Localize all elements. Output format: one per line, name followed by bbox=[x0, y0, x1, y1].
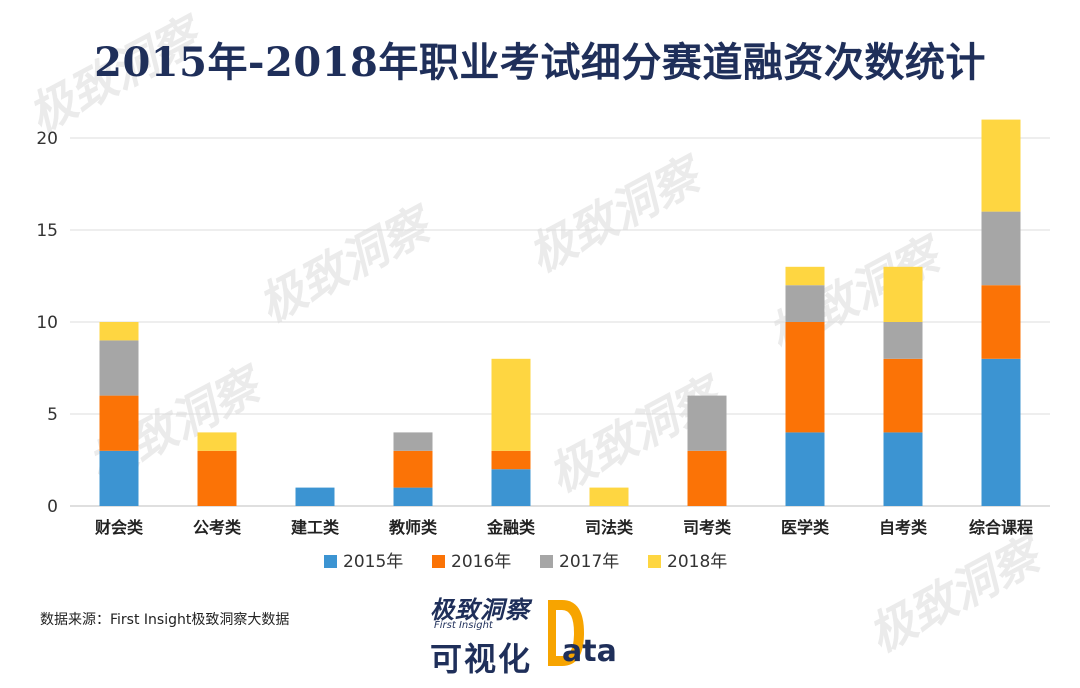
x-tick-label: 金融类 bbox=[486, 518, 536, 537]
bar-segment bbox=[785, 266, 825, 286]
bar-segment bbox=[981, 211, 1021, 286]
bar-segment bbox=[393, 487, 433, 506]
x-tick-label: 综合课程 bbox=[969, 518, 1033, 537]
legend-label: 2017年 bbox=[559, 552, 619, 572]
x-tick-label: 公考类 bbox=[193, 518, 242, 537]
legend-label: 2018年 bbox=[667, 552, 727, 572]
legend-swatch bbox=[540, 555, 553, 568]
bar-segment bbox=[785, 285, 825, 322]
legend-swatch bbox=[324, 555, 337, 568]
x-tick-label: 司考类 bbox=[683, 518, 732, 537]
bar-segment bbox=[785, 322, 825, 433]
y-tick-label: 20 bbox=[36, 129, 58, 149]
x-tick-label: 教师类 bbox=[389, 518, 438, 537]
bar-segment bbox=[883, 322, 923, 359]
brand-visualization: 可视化 bbox=[430, 640, 533, 678]
bar-segment bbox=[295, 487, 335, 506]
legend-label: 2015年 bbox=[343, 552, 403, 572]
bar-segment bbox=[393, 450, 433, 488]
bar-segment bbox=[491, 358, 531, 451]
bar-segment bbox=[393, 432, 433, 451]
bar-segment bbox=[99, 395, 139, 451]
y-tick-label: 10 bbox=[36, 313, 58, 333]
bar-segment bbox=[981, 119, 1021, 212]
bar-segment bbox=[589, 487, 629, 506]
bar-segment bbox=[785, 432, 825, 506]
brand-data-word: ata bbox=[562, 634, 617, 669]
bar-segment bbox=[687, 450, 727, 506]
x-tick-label: 建工类 bbox=[291, 518, 340, 537]
stacked-bar-chart: 0 5 10 15 20 财会类 公考类 建工类 教师类 金融类 司法类 司考类 医学类 自考类 综合课程 2… bbox=[36, 119, 1050, 572]
brand-logo: 极致洞察 First Insight 可视化 ata bbox=[428, 590, 648, 680]
bar-segment bbox=[197, 450, 237, 506]
legend-label: 2016年 bbox=[451, 552, 511, 572]
bar-segment bbox=[883, 432, 923, 506]
brand-name: 极致洞察 bbox=[430, 596, 530, 624]
bar-segment bbox=[197, 432, 237, 451]
legend-swatch bbox=[432, 555, 445, 568]
x-tick-label: 自考类 bbox=[879, 518, 928, 537]
bar-segment bbox=[99, 322, 139, 341]
y-tick-label: 5 bbox=[47, 405, 58, 425]
bar-segment bbox=[981, 285, 1021, 359]
d-letter-icon bbox=[548, 600, 584, 666]
brand-subtitle: First Insight bbox=[434, 620, 493, 631]
chart-title: 2015年-2018年职业考试细分赛道融资次数统计 bbox=[94, 39, 986, 86]
x-tick-label: 财会类 bbox=[94, 518, 144, 537]
bar-segment bbox=[491, 450, 531, 470]
y-tick-label: 15 bbox=[36, 221, 58, 241]
y-tick-label: 0 bbox=[47, 497, 58, 517]
bar-segment bbox=[687, 395, 727, 451]
data-source: 数据来源：First Insight极致洞察大数据 bbox=[40, 612, 290, 628]
bar-segment bbox=[883, 266, 923, 322]
bar-segment bbox=[883, 358, 923, 433]
bar-segment bbox=[99, 340, 139, 396]
legend-swatch bbox=[648, 555, 661, 568]
x-tick-label: 医学类 bbox=[781, 518, 830, 537]
bar-segment bbox=[491, 469, 531, 506]
x-tick-label: 司法类 bbox=[585, 518, 634, 537]
bar-segment bbox=[99, 450, 139, 506]
bar-segment bbox=[981, 358, 1021, 506]
